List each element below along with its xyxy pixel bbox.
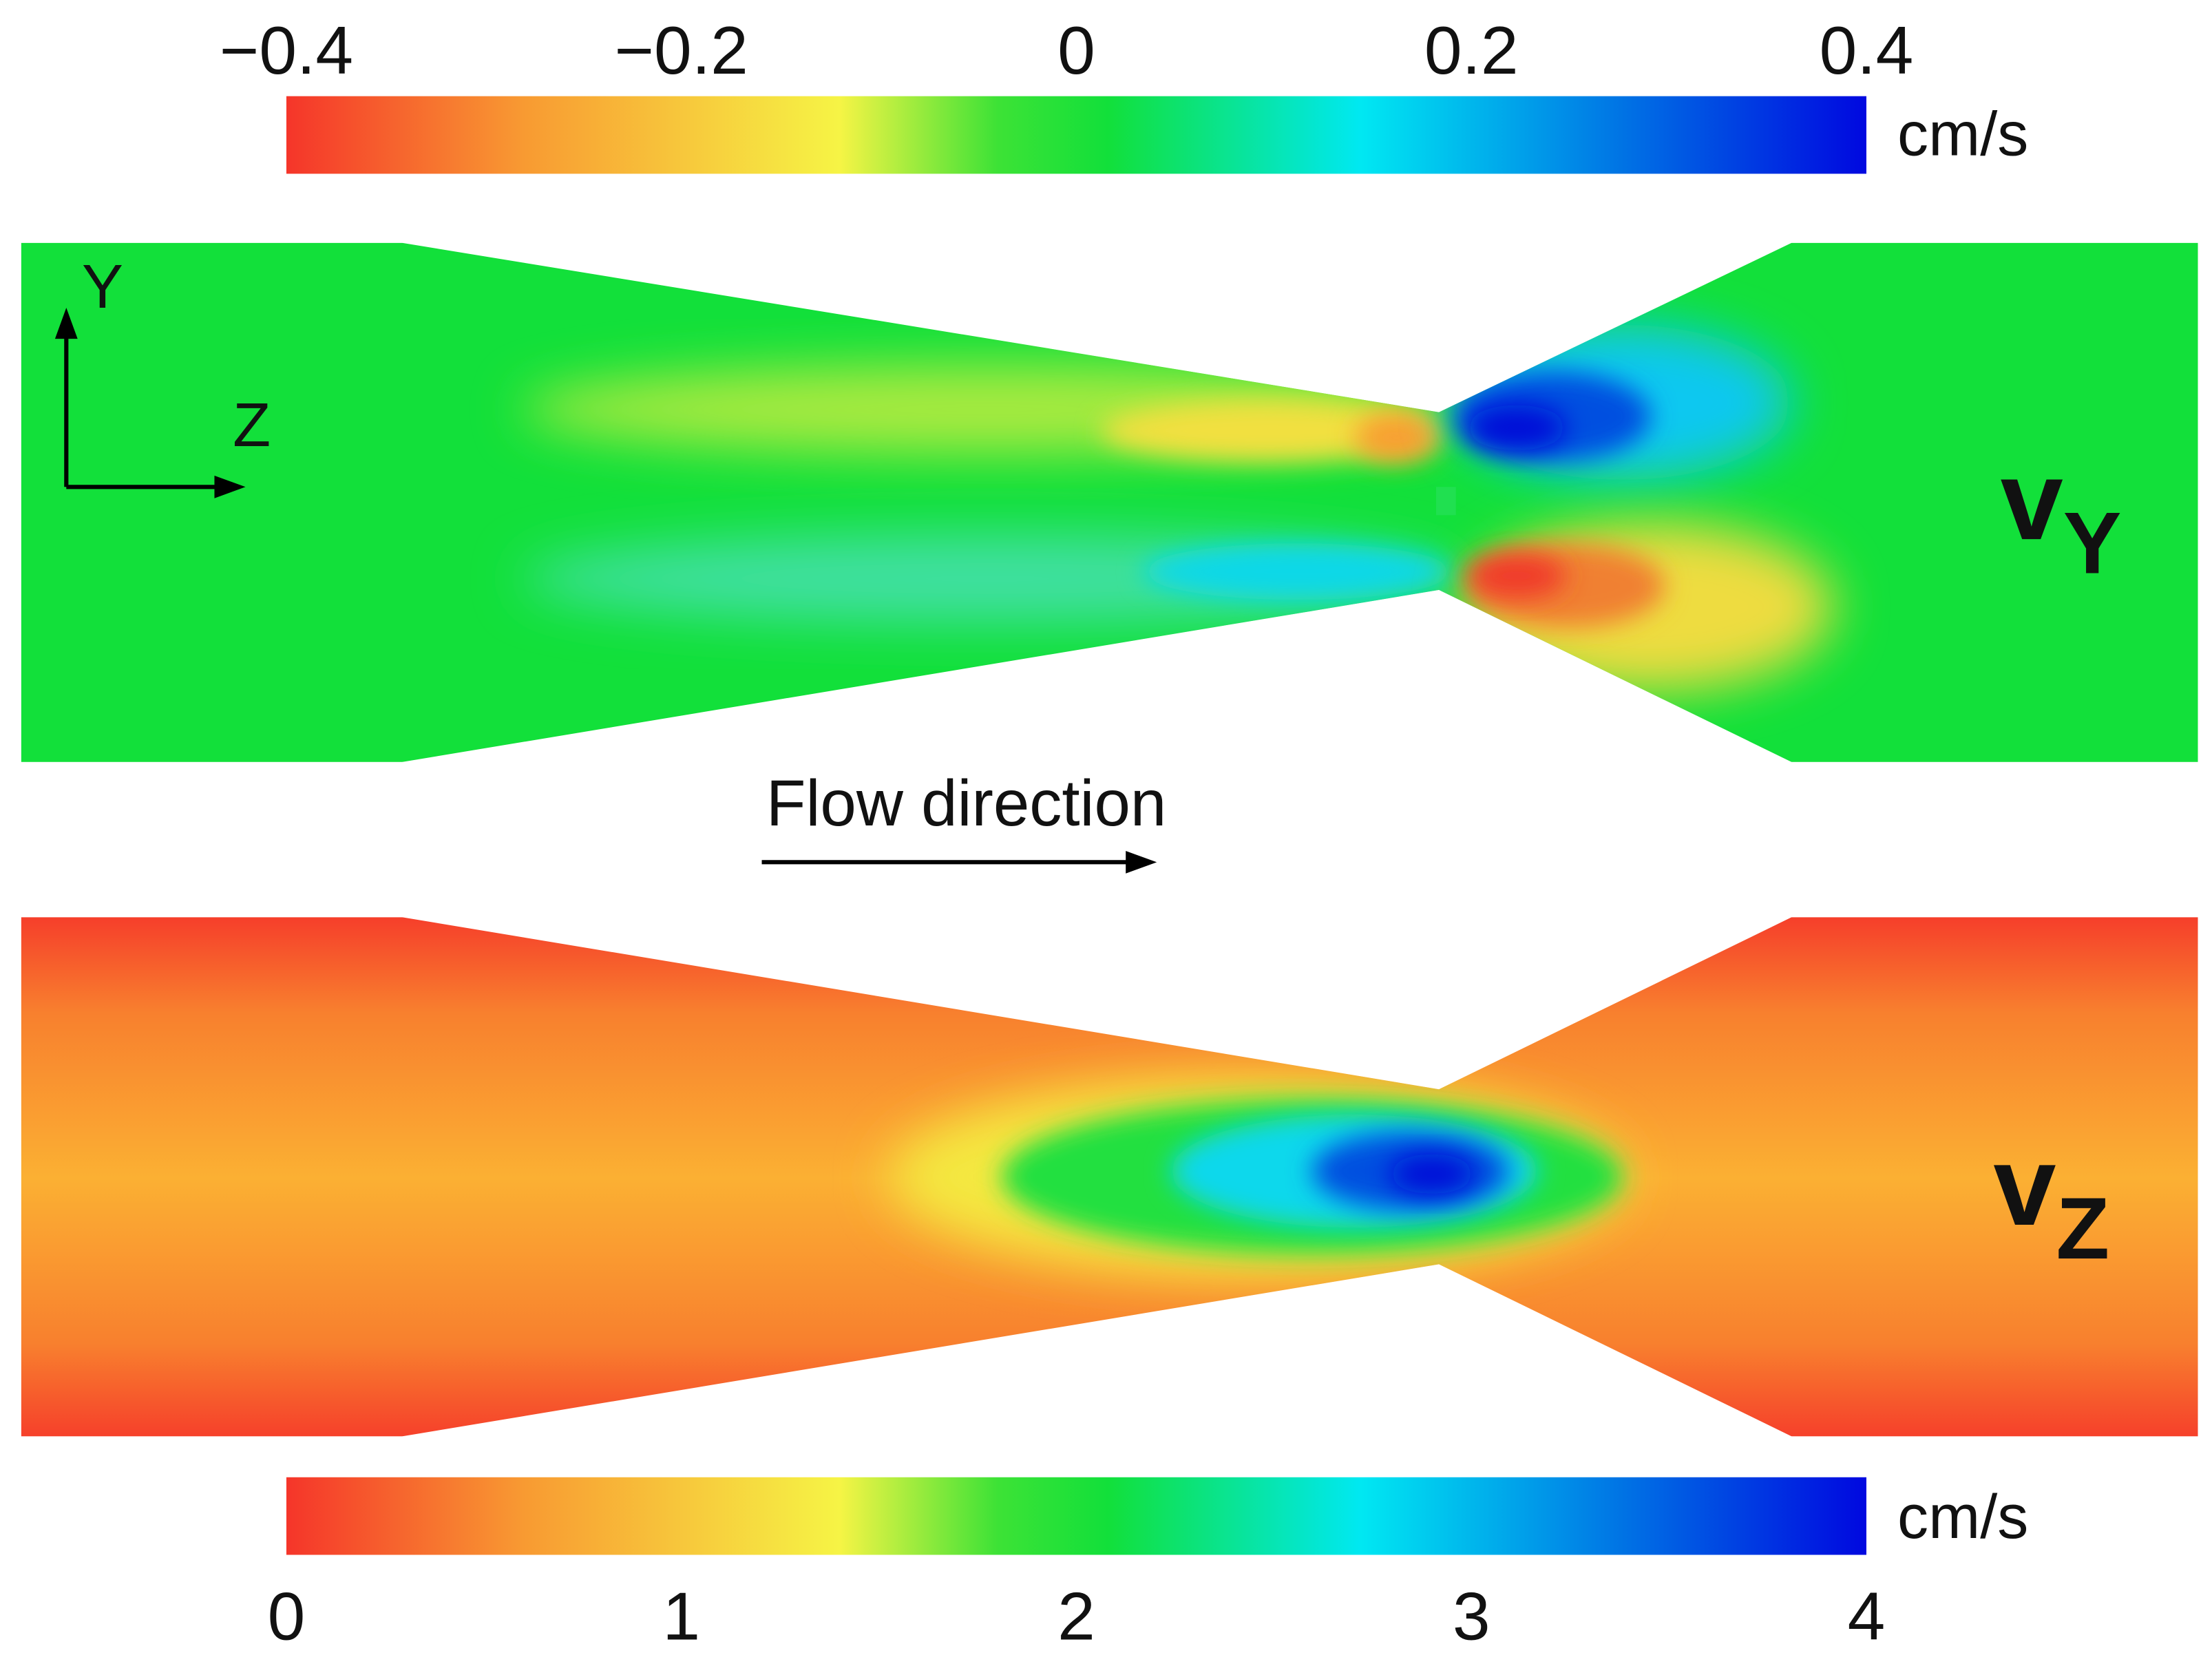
colorbar-tick-label: 1 xyxy=(662,1578,700,1654)
panel-label: vZ xyxy=(1993,1123,2109,1277)
panel-subscript: Y xyxy=(2063,494,2122,591)
flow-arrowhead xyxy=(1126,850,1157,874)
panel-label: vY xyxy=(2001,437,2122,591)
colorbar-tick-label: 0.4 xyxy=(1820,12,1914,88)
colorbar-tick-label: 0 xyxy=(1057,12,1095,88)
colorbar-unit: cm/s xyxy=(1897,100,2028,169)
colorbar-tick-label: 4 xyxy=(1848,1578,1886,1654)
colorbar-tick-label: −0.2 xyxy=(615,12,748,88)
vz-field xyxy=(21,917,2198,1437)
colorbar-tick-label: −0.4 xyxy=(220,12,353,88)
colorbar-tick-label: 3 xyxy=(1453,1578,1491,1654)
colorbar-tick-label: 2 xyxy=(1057,1578,1095,1654)
colorbar xyxy=(286,1477,1866,1555)
panel-subscript: Z xyxy=(2056,1179,2110,1277)
colorbar xyxy=(286,96,1866,174)
panel-symbol: v xyxy=(1993,1123,2056,1249)
colorbar-tick-label: 0 xyxy=(268,1578,306,1654)
panel-symbol: v xyxy=(2001,437,2063,563)
axis-label: Z xyxy=(233,390,271,460)
colorbar-unit: cm/s xyxy=(1897,1482,2028,1552)
colorbar-tick-label: 0.2 xyxy=(1424,12,1519,88)
axis-label: Y xyxy=(82,252,123,322)
flow-label: Flow direction xyxy=(766,767,1166,839)
vy-field xyxy=(21,242,2198,762)
axes-indicator: Y Z xyxy=(54,252,271,498)
